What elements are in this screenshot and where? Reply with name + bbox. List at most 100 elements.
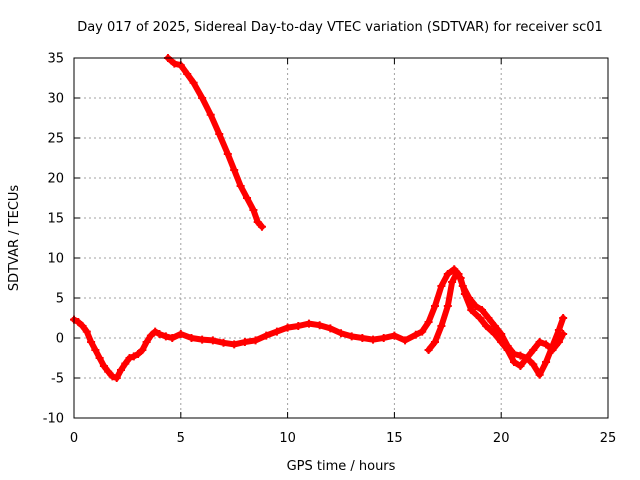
x-tick-label: 25 (600, 431, 617, 446)
data-point (129, 352, 138, 361)
data-point (236, 182, 245, 190)
x-tick-label: 15 (386, 431, 403, 446)
data-point (542, 358, 551, 366)
data-point (490, 330, 499, 338)
data-point (535, 338, 544, 346)
series-band (425, 271, 567, 369)
data-point (112, 374, 121, 382)
data-point (283, 323, 292, 332)
data-point (125, 354, 134, 362)
data-point (170, 59, 179, 68)
data-point (548, 346, 557, 354)
data-point (497, 338, 506, 346)
data-point (535, 370, 544, 379)
data-point (559, 314, 568, 322)
data-point (176, 330, 185, 338)
data-point (208, 336, 217, 345)
data-point (95, 354, 104, 362)
data-point (542, 340, 551, 349)
data-point (554, 326, 563, 334)
data-point (272, 327, 281, 336)
data-point (315, 321, 324, 330)
data-point (559, 330, 568, 338)
data-point (529, 346, 538, 354)
x-tick-label: 10 (279, 431, 296, 446)
data-point (198, 94, 207, 102)
data-point (401, 336, 410, 345)
grid (74, 58, 608, 418)
data-point (358, 334, 367, 342)
data-point (108, 372, 117, 381)
data-point (522, 354, 531, 362)
y-tick-label: 20 (47, 172, 64, 187)
data-point (262, 331, 271, 340)
data-point (230, 340, 239, 349)
data-point (155, 330, 164, 338)
data-points (70, 54, 568, 382)
data-point (134, 350, 143, 358)
data-point (91, 346, 100, 354)
data-point (187, 334, 196, 342)
x-axis-label: GPS time / hours (287, 459, 396, 474)
data-point (219, 338, 228, 347)
y-tick-label: 5 (56, 292, 64, 307)
data-point (138, 346, 147, 354)
data-point (116, 366, 125, 374)
data-point (424, 318, 433, 326)
data-point (87, 338, 96, 346)
data-point (189, 78, 198, 87)
data-point (411, 330, 420, 339)
data-point (294, 322, 303, 330)
y-tick-label: 15 (47, 212, 64, 227)
data-point (198, 335, 207, 344)
data-point (253, 218, 262, 226)
data-point (251, 336, 260, 345)
series-segment-2 (70, 265, 568, 382)
data-point (490, 322, 499, 330)
data-point (475, 314, 484, 322)
y-tick-label: 30 (47, 92, 64, 107)
data-point (424, 346, 433, 354)
data-point (249, 206, 258, 214)
data-point (183, 70, 192, 78)
data-point (529, 360, 538, 369)
data-point (390, 331, 399, 340)
data-point (257, 222, 266, 231)
data-point (121, 359, 130, 368)
y-tick-label: 10 (47, 252, 64, 267)
data-point (437, 322, 446, 330)
data-point (326, 324, 335, 333)
data-point (369, 335, 378, 344)
data-point (74, 318, 83, 326)
data-point (379, 334, 388, 342)
data-point (437, 282, 446, 290)
data-point (482, 322, 491, 330)
y-tick-label: 0 (56, 332, 64, 347)
y-tick-label: 25 (47, 132, 64, 147)
data-point (554, 338, 563, 346)
data-point (151, 327, 160, 336)
data-point (223, 150, 232, 158)
x-tick-label: 5 (177, 431, 185, 446)
data-point (206, 110, 215, 119)
chart-title: Day 017 of 2025, Sidereal Day-to-day VTE… (77, 20, 603, 35)
data-point (146, 331, 155, 340)
data-point (503, 346, 512, 354)
axis-ticks: 0 5 10 15 20 25 -10 -5 0 5 10 15 20 25 30 35 (43, 52, 617, 447)
data-point (215, 130, 224, 138)
data-point (243, 194, 252, 202)
data-point (430, 302, 439, 310)
data-point (443, 270, 452, 278)
data-point (418, 327, 427, 336)
data-point (467, 306, 476, 314)
data-point (104, 367, 113, 376)
data-point (304, 319, 313, 328)
series-segment-3 (424, 270, 568, 370)
data-point (337, 329, 345, 338)
x-tick-label: 20 (493, 431, 510, 446)
data-point (443, 302, 452, 310)
data-point (347, 332, 356, 341)
data-point (484, 314, 493, 322)
data-point (448, 278, 457, 286)
